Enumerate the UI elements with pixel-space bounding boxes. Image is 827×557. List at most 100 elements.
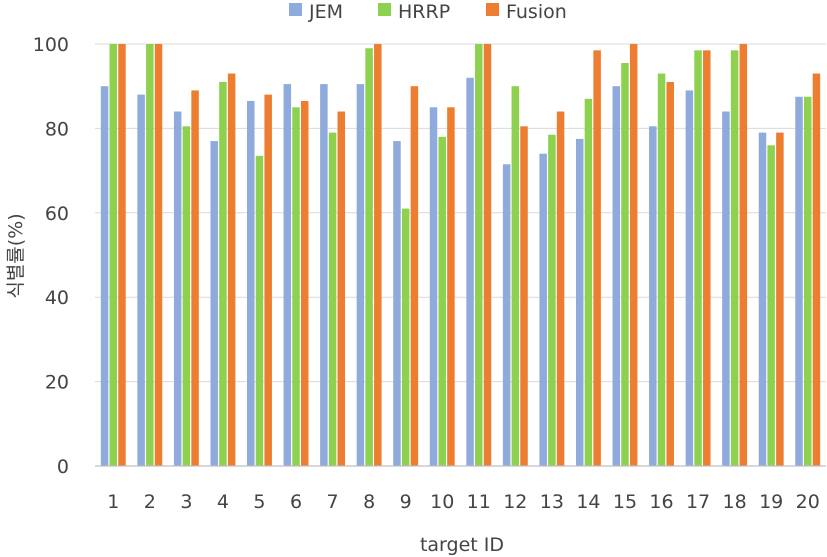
bar-jem-16	[649, 126, 657, 466]
x-tick-label: 15	[613, 491, 637, 513]
bar-jem-19	[758, 132, 767, 466]
x-tick-label: 9	[400, 491, 412, 513]
bar-jem-15	[612, 86, 621, 466]
y-tick-label: 20	[45, 372, 69, 394]
bar-fusion-17	[703, 50, 711, 467]
bar-jem-20	[795, 96, 803, 466]
bar-jem-9	[393, 141, 401, 466]
x-tick-label: 7	[327, 491, 339, 513]
y-tick-label: 100	[33, 34, 69, 56]
x-axis-label: target ID	[420, 534, 504, 556]
bar-jem-3	[173, 111, 182, 467]
bar-jem-13	[539, 153, 547, 466]
bar-hrrp-19	[767, 145, 775, 466]
x-tick-label: 20	[796, 491, 820, 513]
legend-label-hrrp: HRRP	[398, 1, 450, 23]
bar-hrrp-10	[438, 136, 446, 466]
bar-jem-6	[283, 84, 292, 466]
bar-hrrp-15	[621, 62, 629, 467]
x-tick-label: 1	[107, 491, 119, 513]
x-tick-label: 4	[217, 491, 229, 513]
legend-swatch-fusion	[486, 3, 499, 16]
x-tick-label: 10	[430, 491, 454, 513]
y-tick-label: 60	[45, 203, 69, 225]
y-tick-label: 0	[57, 456, 69, 478]
bar-jem-11	[466, 77, 474, 466]
x-tick-label: 18	[723, 491, 747, 513]
x-tick-label: 8	[363, 491, 375, 513]
x-tick-label: 11	[467, 491, 491, 513]
x-tick-label: 13	[540, 491, 564, 513]
bar-fusion-3	[191, 90, 199, 467]
bar-fusion-6	[300, 100, 309, 466]
x-tick-label: 5	[253, 491, 265, 513]
legend: JEM HRRP Fusion	[289, 1, 567, 23]
bar-hrrp-8	[365, 48, 373, 466]
bar-hrrp-5	[255, 155, 264, 466]
bar-fusion-13	[556, 111, 565, 467]
bar-fusion-5	[264, 94, 272, 466]
bar-hrrp-2	[146, 44, 154, 466]
bar-hrrp-13	[548, 134, 556, 467]
bar-hrrp-1	[109, 44, 118, 466]
x-tick-label: 14	[576, 491, 600, 513]
bar-jem-2	[137, 94, 145, 466]
legend-swatch-hrrp	[378, 3, 391, 16]
bar-fusion-8	[374, 44, 382, 466]
bar-jem-10	[429, 107, 438, 467]
bar-hrrp-17	[694, 50, 702, 467]
bar-jem-7	[320, 84, 328, 466]
bar-fusion-1	[118, 44, 126, 466]
x-tick-label: 16	[649, 491, 673, 513]
x-tick-label: 19	[759, 491, 783, 513]
y-axis-ticks: 0 20 40 60 80 100	[33, 34, 69, 478]
bar-hrrp-16	[657, 73, 666, 466]
bar-jem-4	[210, 141, 218, 466]
y-tick-label: 80	[45, 118, 69, 140]
x-tick-label: 12	[503, 491, 527, 513]
bar-hrrp-20	[803, 96, 812, 466]
bar-hrrp-3	[182, 126, 191, 466]
legend-swatch-jem	[289, 3, 302, 16]
legend-label-jem: JEM	[308, 1, 343, 23]
bar-hrrp-9	[401, 208, 410, 466]
bar-hrrp-11	[475, 44, 483, 466]
x-tick-label: 6	[290, 491, 302, 513]
x-tick-label: 2	[144, 491, 156, 513]
bar-fusion-2	[154, 44, 163, 466]
bar-jem-5	[247, 100, 255, 466]
bar-hrrp-14	[584, 98, 593, 467]
bar-fusion-11	[483, 44, 492, 466]
bar-fusion-18	[739, 44, 748, 466]
y-tick-label: 40	[45, 287, 69, 309]
x-tick-label: 3	[180, 491, 192, 513]
bar-fusion-12	[520, 126, 528, 466]
x-axis-ticks: 1 2 3 4 5 6 7 8 9 10 11 12 13 14 15 16 17 18 19 20	[107, 491, 820, 513]
bar-jem-14	[575, 138, 584, 466]
gridlines	[95, 43, 826, 383]
legend-label-fusion: Fusion	[506, 1, 567, 23]
bar-hrrp-12	[511, 86, 520, 466]
x-tick-label: 17	[686, 491, 710, 513]
bar-fusion-15	[629, 44, 638, 466]
bar-jem-8	[356, 84, 365, 466]
bar-jem-18	[722, 111, 730, 467]
bar-fusion-14	[593, 50, 601, 467]
bar-hrrp-4	[219, 81, 227, 466]
bar-jem-12	[502, 164, 511, 466]
bar-hrrp-6	[292, 107, 300, 467]
y-axis-label: 식별률(%)	[5, 213, 27, 298]
bar-fusion-10	[447, 107, 455, 467]
bar-hrrp-7	[328, 132, 337, 466]
bar-fusion-20	[812, 73, 821, 466]
bar-fusion-7	[337, 111, 346, 467]
bar-fusion-19	[776, 132, 784, 466]
bar-fusion-16	[666, 81, 674, 466]
bar-jem-1	[100, 86, 109, 466]
bar-fusion-9	[410, 86, 419, 466]
bars	[100, 44, 821, 467]
bar-jem-17	[685, 90, 694, 467]
bar-hrrp-18	[730, 50, 739, 467]
bar-fusion-4	[227, 73, 236, 466]
